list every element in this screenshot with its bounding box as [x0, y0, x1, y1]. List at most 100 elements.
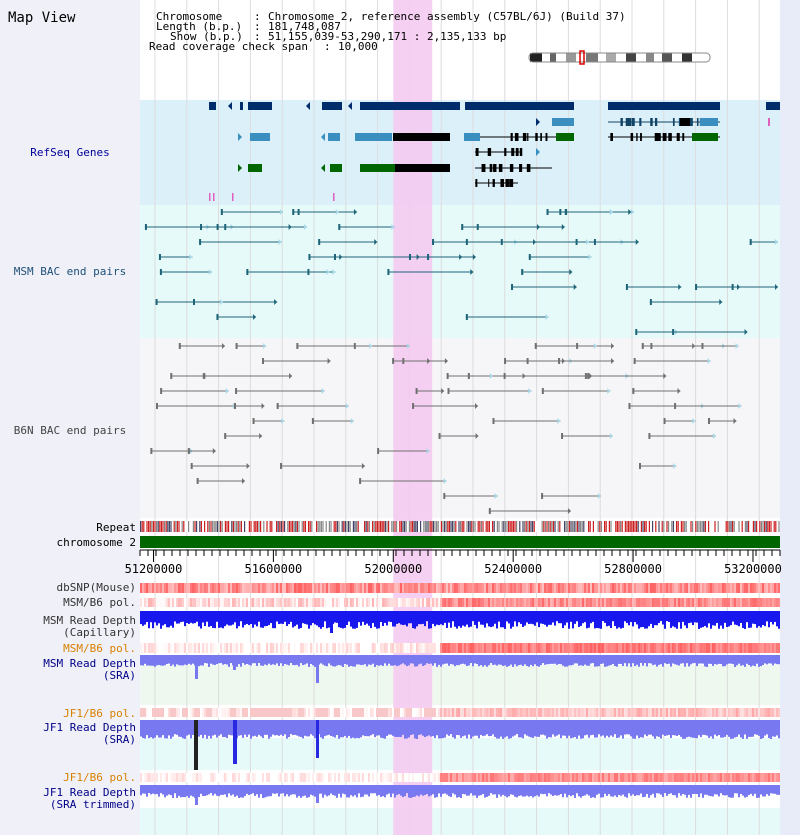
repeat-element [333, 521, 335, 532]
msm-sra-depth-bar [582, 655, 584, 666]
msm-pol-heat-cell [296, 598, 298, 607]
dbsnp-heat-cell [512, 583, 514, 593]
jf1-sra-depth-bar [700, 720, 702, 738]
jf1-pol-trim-heat-cell [696, 773, 698, 782]
msm-capillary-depth-bar [572, 611, 574, 629]
track-label-jf1-b6-pol-trimmed[interactable]: JF1/B6 pol. [63, 771, 136, 784]
dbsnp-heat-cell [696, 583, 698, 593]
msm-sra-depth-bar [688, 655, 690, 667]
msm-capillary-depth-bar [210, 611, 212, 627]
jf1-sra-depth-bar [550, 720, 552, 738]
msm-sra-depth-bar [630, 655, 632, 667]
dbsnp-heat-cell [356, 583, 358, 593]
repeat-element [610, 521, 612, 532]
msm-sra-depth-bar [480, 655, 482, 666]
track-label-msm-depth-sra-1[interactable]: MSM Read Depth [43, 657, 136, 670]
repeat-element [383, 521, 385, 532]
msm-sra-depth-bar [204, 655, 206, 664]
repeat-element [408, 521, 410, 532]
msm-pol-heat-cell [190, 598, 192, 607]
msm-pol-sra-heat-cell [642, 643, 644, 653]
jf1-trimmed-depth-bar [456, 785, 458, 798]
msm-capillary-depth-bar [558, 611, 560, 624]
repeat-element [717, 521, 719, 532]
track-label-refseq[interactable]: RefSeq Genes [30, 146, 110, 159]
msm-sra-depth-bar [576, 655, 578, 664]
jf1-pol-trim-heat-cell [314, 773, 316, 782]
track-label-msm-b6-pol-sra[interactable]: MSM/B6 pol. [63, 642, 136, 655]
msm-sra-depth-bar [772, 655, 774, 666]
dbsnp-heat-cell [594, 583, 596, 593]
jf1-trimmed-depth-bar [414, 785, 416, 797]
msm-sra-depth-bar [274, 655, 276, 665]
msm-capillary-depth-bar [610, 611, 612, 629]
jf1-pol-heat-cell [546, 708, 548, 717]
msm-pol-heat-cell [348, 598, 350, 607]
jf1-sra-depth-bar [742, 720, 744, 739]
msm-capillary-depth-bar [460, 611, 462, 628]
jf1-pol-heat-cell [648, 708, 650, 717]
msm-capillary-depth-bar [494, 611, 496, 624]
msm-capillary-depth-bar [348, 611, 350, 622]
msm-pol-heat-cell [290, 598, 292, 607]
track-label-msm-bac[interactable]: MSM BAC end pairs [13, 265, 127, 278]
track-label-repeat[interactable]: Repeat [96, 521, 136, 534]
repeat-element [604, 521, 606, 532]
jf1-pol-trim-heat-cell [686, 773, 688, 782]
jf1-sra-depth-bar [364, 720, 366, 737]
jf1-pol-trim-heat-cell [730, 773, 732, 782]
repeat-element [228, 521, 230, 532]
track-label-b6n-bac[interactable]: B6N BAC end pairs [13, 424, 127, 437]
msm-pol-heat-cell [442, 598, 444, 607]
jf1-pol-trim-heat-cell [192, 773, 194, 782]
jf1-sra-depth-bar [376, 720, 378, 736]
repeat-element [157, 521, 159, 532]
jf1-pol-heat-cell [218, 708, 220, 717]
jf1-pol-trim-heat-cell [716, 773, 718, 782]
msm-pol-sra-heat-cell [532, 643, 534, 653]
jf1-pol-trim-heat-cell [222, 773, 224, 782]
track-label-jf1-b6-pol[interactable]: JF1/B6 pol. [63, 707, 136, 720]
jf1-sra-depth-bar [704, 720, 706, 735]
jf1-pol-heat-cell [464, 708, 466, 717]
jf1-trimmed-depth-bar [778, 785, 780, 795]
jf1-trimmed-depth-bar [382, 785, 384, 797]
jf1-trimmed-depth-bar [774, 785, 776, 794]
b6n-bac-end [443, 493, 446, 499]
dbsnp-heat-cell [528, 583, 530, 593]
msm-sra-depth-bar [254, 655, 256, 664]
repeat-element [271, 521, 273, 532]
track-label-dbsnp[interactable]: dbSNP(Mouse) [56, 581, 136, 594]
track-label-jf1-depth-trimmed-1[interactable]: JF1 Read Depth [43, 786, 136, 799]
repeat-element [413, 521, 415, 532]
jf1-trimmed-depth-bar [192, 785, 194, 797]
jf1-pol-heat-cell [520, 708, 522, 717]
b6n-bac-end [504, 358, 507, 364]
track-label-jf1-depth-sra-1[interactable]: JF1 Read Depth [43, 721, 136, 734]
jf1-pol-trim-heat-cell [224, 773, 226, 782]
jf1-pol-trim-heat-cell [178, 773, 180, 782]
jf1-trimmed-depth-bar [206, 785, 208, 796]
repeat-element [756, 521, 758, 532]
repeat-element [474, 521, 476, 532]
jf1-pol-heat-cell [294, 708, 296, 717]
dbsnp-heat-cell [502, 583, 504, 593]
msm-sra-depth-bar [704, 655, 706, 667]
track-label-msm-depth-capillary-1[interactable]: MSM Read Depth [43, 614, 136, 627]
msm-pol-heat-cell [236, 598, 238, 607]
msm-sra-depth-bar [528, 655, 530, 667]
dbsnp-heat-cell [440, 583, 442, 593]
msm-pol-sra-heat-cell [312, 643, 314, 653]
jf1-pol-trim-heat-cell [522, 773, 524, 782]
msm-pol-sra-heat-cell [288, 643, 290, 653]
jf1-pol-trim-heat-cell [656, 773, 658, 782]
dbsnp-heat-cell [714, 583, 716, 593]
jf1-trimmed-depth-bar [356, 785, 358, 798]
msm-capillary-depth-bar [160, 611, 162, 629]
jf1-sra-depth-bar [618, 720, 620, 738]
msm-pol-sra-heat-cell [730, 643, 732, 653]
jf1-pol-heat-cell [560, 708, 562, 717]
jf1-trimmed-depth-bar [626, 785, 628, 798]
track-label-msm-b6-pol[interactable]: MSM/B6 pol. [63, 596, 136, 609]
